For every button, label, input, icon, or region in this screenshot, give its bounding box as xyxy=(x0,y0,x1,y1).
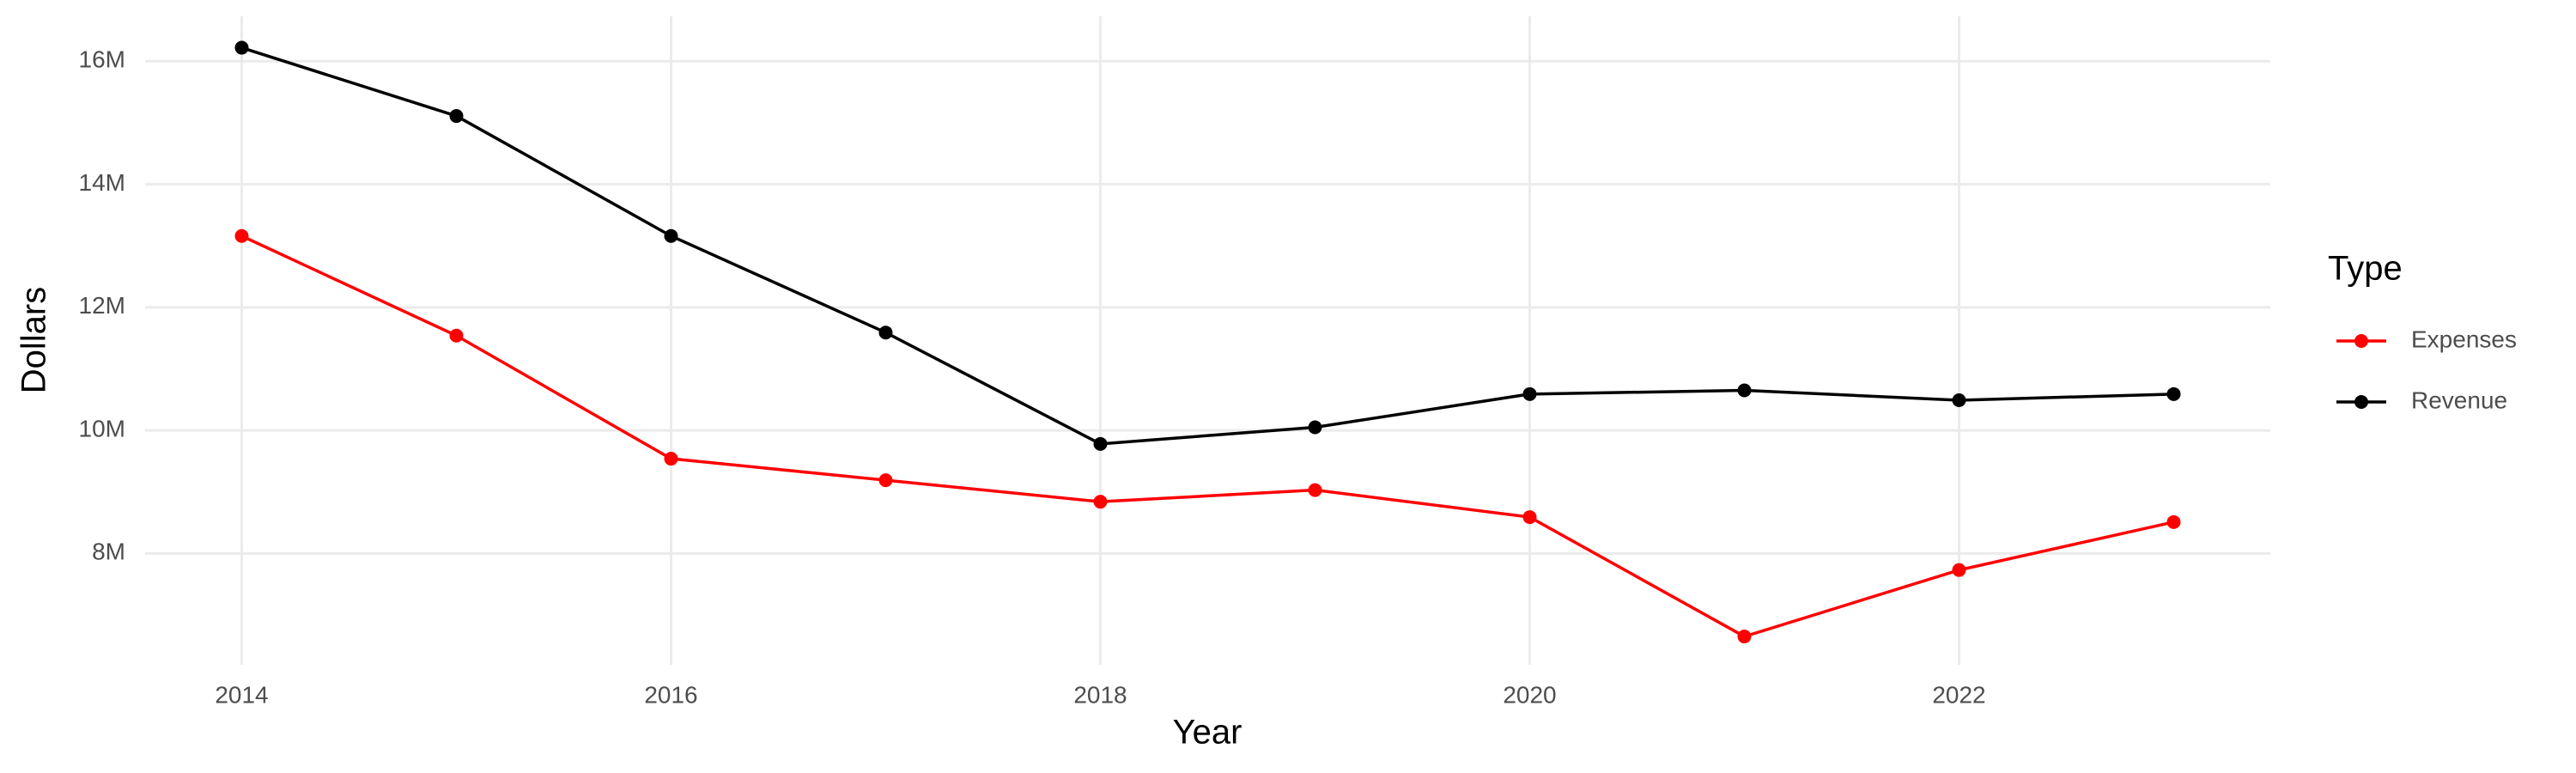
data-point xyxy=(1952,563,1966,577)
grid xyxy=(145,16,2270,665)
data-point xyxy=(1308,483,1322,497)
data-point xyxy=(234,40,249,55)
y-tick-label: 16M xyxy=(79,46,125,73)
data-point xyxy=(1952,393,1966,407)
data-point xyxy=(1737,630,1752,644)
data-point xyxy=(664,228,678,243)
legend-label: Expenses xyxy=(2411,326,2517,352)
legend-title: Type xyxy=(2328,250,2403,288)
data-point xyxy=(664,452,678,466)
x-tick-label: 2016 xyxy=(644,681,697,708)
data-point xyxy=(1737,383,1752,398)
data-point xyxy=(2166,386,2181,401)
data-point xyxy=(1522,386,1537,401)
x-tick-label: 2018 xyxy=(1073,681,1127,708)
data-point xyxy=(1522,510,1537,525)
data-point xyxy=(1093,436,1108,451)
data-point xyxy=(1308,420,1322,435)
y-tick-label: 12M xyxy=(79,292,125,319)
x-tick-label: 2014 xyxy=(215,681,268,708)
data-point xyxy=(1093,495,1108,509)
legend-marker xyxy=(2354,395,2368,409)
legend-label: Revenue xyxy=(2411,386,2507,413)
data-point xyxy=(449,109,464,124)
data-point xyxy=(2166,514,2181,529)
data-point xyxy=(878,326,893,340)
y-tick-label: 8M xyxy=(92,539,125,565)
legend-marker xyxy=(2354,334,2368,348)
y-tick-label: 14M xyxy=(79,169,125,196)
y-axis-title: Dollars xyxy=(15,287,53,393)
series-line xyxy=(240,234,2174,638)
x-tick-label: 2022 xyxy=(1932,681,1985,708)
data-point xyxy=(449,328,464,343)
series-line xyxy=(240,46,2174,446)
x-axis-title: Year xyxy=(1173,714,1242,752)
data-point xyxy=(878,473,893,488)
y-tick-label: 10M xyxy=(79,415,125,441)
x-tick-label: 2020 xyxy=(1503,681,1556,708)
data-point xyxy=(234,228,249,243)
